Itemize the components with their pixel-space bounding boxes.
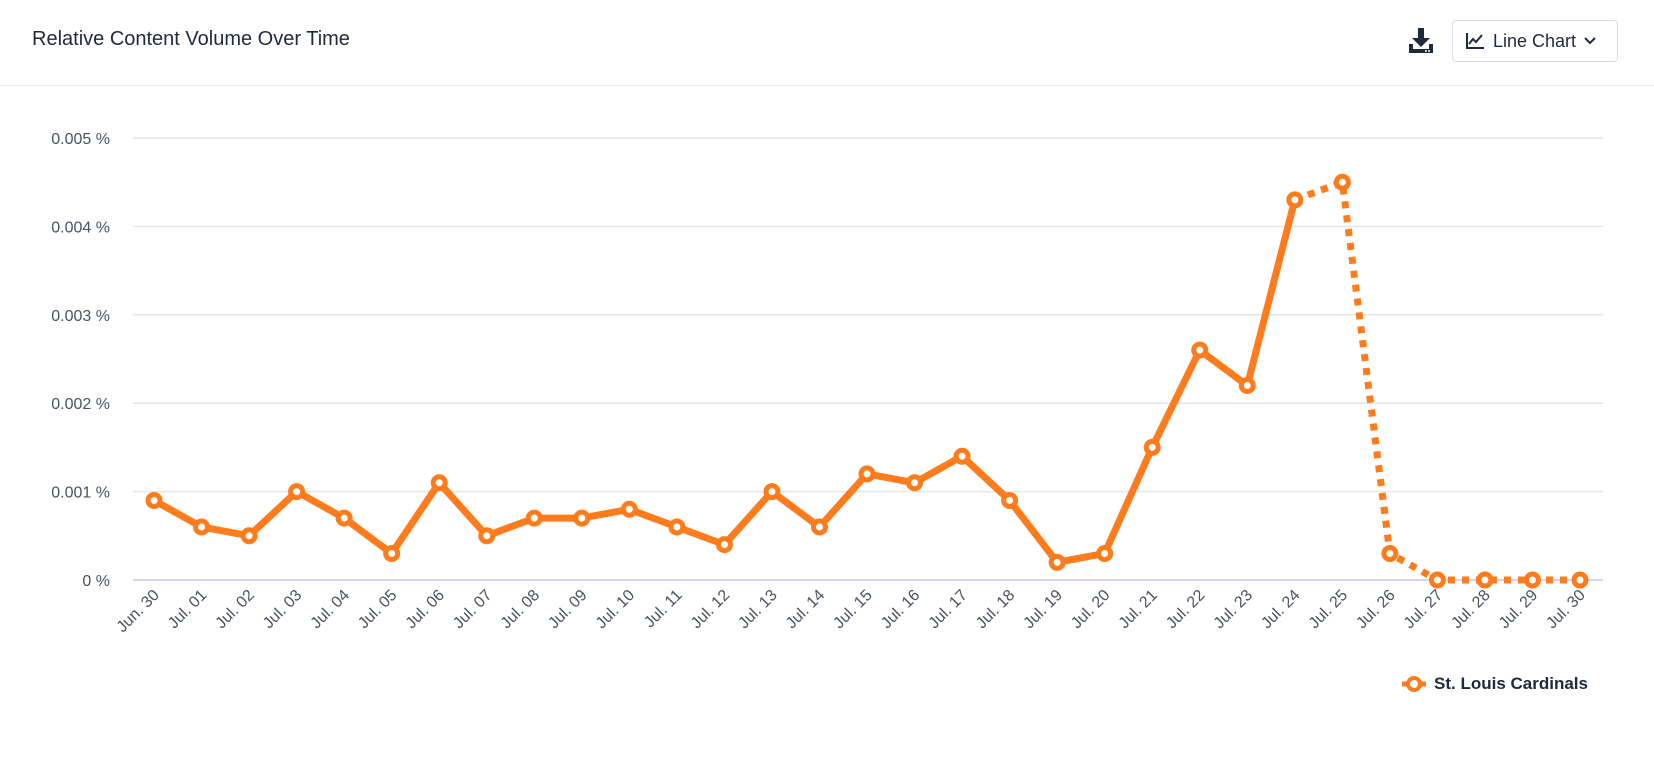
data-point <box>288 483 306 501</box>
data-point <box>525 509 543 527</box>
x-tick-label: Jul. 26 <box>1353 587 1398 632</box>
page-title: Relative Content Volume Over Time <box>32 28 350 50</box>
x-tick-label: Jul. 25 <box>1306 587 1351 632</box>
data-point <box>1428 571 1446 589</box>
x-tick-label: Jul. 09 <box>545 587 590 632</box>
x-tick-label: Jul. 15 <box>830 587 875 632</box>
y-tick-label: 0.004 % <box>51 219 110 236</box>
data-point <box>1238 377 1256 395</box>
x-tick-label: Jul. 03 <box>260 587 305 632</box>
data-point <box>478 527 496 545</box>
data-point <box>1333 173 1351 191</box>
y-tick-label: 0.002 % <box>51 396 110 413</box>
y-tick-label: 0 % <box>82 573 110 590</box>
x-tick-label: Jul. 11 <box>641 587 686 632</box>
data-point <box>858 465 876 483</box>
data-point <box>620 500 638 518</box>
data-point <box>1191 341 1209 359</box>
x-tick-label: Jul. 01 <box>165 587 210 632</box>
series-line-projected <box>1293 177 1580 584</box>
x-tick-label: Jul. 17 <box>926 587 971 632</box>
data-point <box>763 483 781 501</box>
data-point <box>145 491 163 509</box>
x-tick-label: Jul. 16 <box>878 587 923 632</box>
y-tick-label: 0.005 % <box>51 131 110 148</box>
x-tick-label: Jul. 02 <box>213 587 258 632</box>
data-point <box>906 474 924 492</box>
data-point <box>335 509 353 527</box>
y-tick-label: 0.001 % <box>51 485 110 502</box>
download-icon <box>1409 28 1433 53</box>
data-point <box>1286 191 1304 209</box>
x-tick-label: Jul. 05 <box>355 587 400 632</box>
series-line <box>150 196 1299 566</box>
data-point <box>1571 571 1589 589</box>
x-tick-label: Jul. 14 <box>783 587 828 632</box>
x-tick-label: Jul. 06 <box>403 587 448 632</box>
legend-marker <box>1402 676 1426 692</box>
x-tick-label: Jul. 29 <box>1496 587 1541 632</box>
x-tick-label: Jul. 28 <box>1448 587 1493 632</box>
x-tick-label: Jul. 21 <box>1116 587 1161 632</box>
chart-header: Relative Content Volume Over Time Line C… <box>0 0 1654 86</box>
x-tick-label: Jul. 13 <box>735 587 780 632</box>
data-point <box>430 474 448 492</box>
chart-area: 0 % 0.001 % 0.002 % 0.003 % 0.004 % 0.005 % Ju… <box>0 90 1654 758</box>
x-tick-label: Jul. 18 <box>973 587 1018 632</box>
legend-item[interactable]: St. Louis Cardinals <box>1402 672 1588 696</box>
data-point <box>240 527 258 545</box>
data-point <box>1143 438 1161 456</box>
x-tick-label: Jul. 19 <box>1021 587 1066 632</box>
data-point <box>1523 571 1541 589</box>
x-tick-label: Jul. 24 <box>1258 587 1303 632</box>
x-tick-label: Jul. 20 <box>1068 587 1113 632</box>
x-tick-label: Jul. 30 <box>1543 587 1588 632</box>
x-tick-label: Jul. 12 <box>688 587 733 632</box>
data-point <box>1381 544 1399 562</box>
data-point <box>715 536 733 554</box>
line-chart-icon <box>1466 33 1484 49</box>
x-tick-label: Jul. 07 <box>450 587 495 632</box>
x-tick-label: Jul. 23 <box>1211 587 1256 632</box>
chevron-down-icon <box>1584 37 1596 45</box>
data-point <box>810 518 828 536</box>
data-point <box>953 447 971 465</box>
data-point <box>1001 491 1019 509</box>
x-tick-label: Jun. 30 <box>114 587 163 636</box>
x-tick-label: Jul. 27 <box>1401 587 1446 632</box>
x-tick-label: Jul. 08 <box>498 587 543 632</box>
data-point <box>193 518 211 536</box>
data-point <box>1048 553 1066 571</box>
chart-type-label: Line Chart <box>1493 30 1577 51</box>
legend-label: St. Louis Cardinals <box>1434 674 1588 693</box>
x-tick-label: Jul. 04 <box>308 587 353 632</box>
chart-type-dropdown[interactable]: Line Chart <box>1452 20 1618 62</box>
download-button[interactable] <box>1404 24 1438 58</box>
data-point <box>573 509 591 527</box>
data-point <box>1096 544 1114 562</box>
y-tick-label: 0.003 % <box>51 308 110 325</box>
data-point <box>668 518 686 536</box>
line-chart: 0 % 0.001 % 0.002 % 0.003 % 0.004 % 0.005 % Ju… <box>51 131 1603 636</box>
x-tick-label: Jul. 22 <box>1163 587 1208 632</box>
data-point <box>383 544 401 562</box>
data-point <box>1476 571 1494 589</box>
x-tick-label: Jul. 10 <box>593 587 638 632</box>
